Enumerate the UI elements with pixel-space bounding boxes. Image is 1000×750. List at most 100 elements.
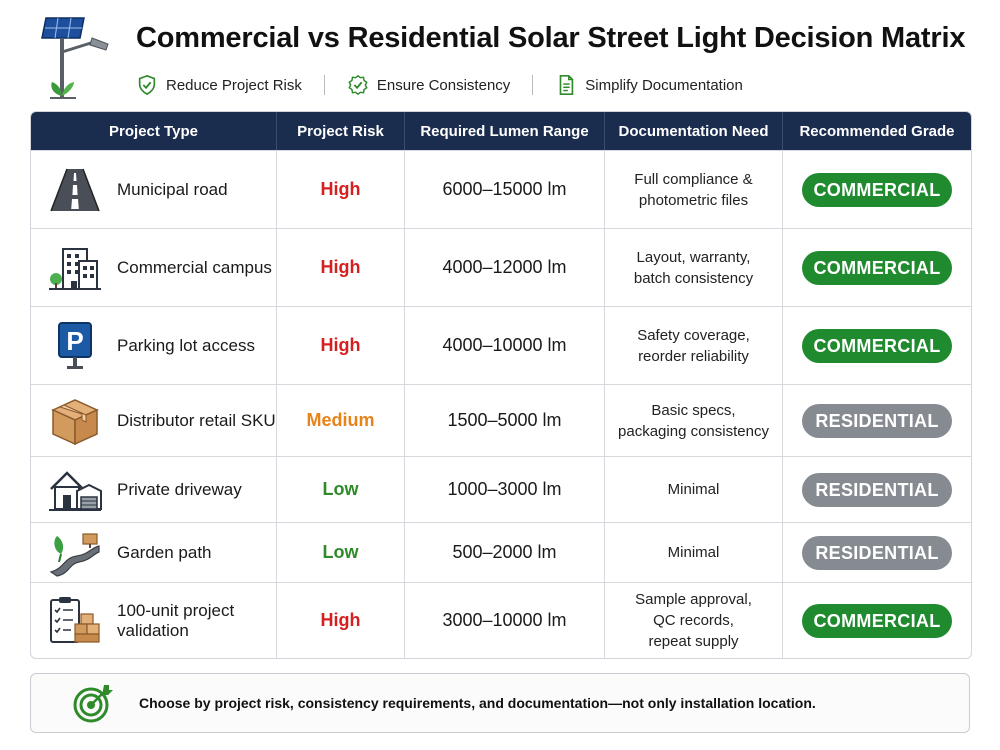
cell-lumen-range: 1500–5000 lm bbox=[405, 384, 605, 456]
cell-documentation: Layout, warranty, batch consistency bbox=[605, 228, 783, 306]
target-icon bbox=[73, 685, 113, 723]
column-header-grade: Recommended Grade bbox=[783, 112, 971, 150]
table-row: P Parking lot access High 4000–10000 lm Safe… bbox=[31, 306, 971, 384]
cell-project-risk: High bbox=[277, 228, 405, 306]
grade-badge: COMMERCIAL bbox=[802, 328, 952, 363]
documentation-need: Layout, warranty, batch consistency bbox=[633, 248, 754, 287]
feature-consistency: Ensure Consistency bbox=[347, 74, 510, 96]
lumen-range: 4000–12000 lm bbox=[442, 257, 567, 277]
divider bbox=[532, 75, 534, 95]
cell-grade: RESIDENTIAL bbox=[783, 522, 971, 582]
cell-grade: RESIDENTIAL bbox=[783, 456, 971, 522]
feature-documentation: Simplify Documentation bbox=[555, 74, 743, 96]
risk-level: Low bbox=[322, 542, 359, 562]
risk-level: High bbox=[320, 257, 361, 277]
table-row: 100-unit project validation High 3000–10000… bbox=[31, 582, 971, 658]
cell-lumen-range: 1000–3000 lm bbox=[405, 456, 605, 522]
cell-lumen-range: 500–2000 lm bbox=[405, 522, 605, 582]
risk-level: Low bbox=[322, 479, 359, 499]
documentation-need: Basic specs, packaging consistency bbox=[618, 401, 769, 440]
decision-matrix-table: Project Type Project Risk Required Lumen… bbox=[30, 111, 972, 659]
lumen-range: 500–2000 lm bbox=[452, 542, 557, 562]
cell-project-type: 100-unit project validation bbox=[31, 582, 277, 658]
column-header-project-risk: Project Risk bbox=[277, 112, 405, 150]
table-row: Distributor retail SKU Medium 1500–5000 lm… bbox=[31, 384, 971, 456]
grade-badge: COMMERCIAL bbox=[802, 250, 952, 285]
documentation-need: Safety coverage, reorder reliability bbox=[637, 326, 750, 365]
shield-check-icon bbox=[138, 74, 156, 96]
page-title: Commercial vs Residential Solar Street L… bbox=[136, 22, 966, 54]
cell-project-risk: Medium bbox=[277, 384, 405, 456]
cell-project-risk: High bbox=[277, 582, 405, 658]
documentation-need: Minimal bbox=[667, 481, 720, 498]
feature-label: Simplify Documentation bbox=[585, 76, 743, 94]
table-row: Private driveway Low 1000–3000 lm Minimal RE… bbox=[31, 456, 971, 522]
lumen-range: 6000–15000 lm bbox=[442, 179, 567, 199]
cell-project-type: P Parking lot access bbox=[31, 306, 277, 384]
cell-lumen-range: 4000–10000 lm bbox=[405, 306, 605, 384]
cell-documentation: Minimal bbox=[605, 456, 783, 522]
road-icon bbox=[45, 164, 105, 216]
cell-documentation: Full compliance & photometric files bbox=[605, 150, 783, 228]
grade-badge: RESIDENTIAL bbox=[802, 535, 952, 570]
cell-lumen-range: 4000–12000 lm bbox=[405, 228, 605, 306]
divider bbox=[323, 75, 325, 95]
table-header-row: Project Type Project Risk Required Lumen… bbox=[31, 112, 971, 150]
parking-sign-icon: P bbox=[45, 320, 105, 372]
feature-reduce-risk: Reduce Project Risk bbox=[136, 74, 302, 96]
grade-badge: COMMERCIAL bbox=[802, 603, 952, 638]
project-type-label: Private driveway bbox=[117, 479, 242, 499]
footer-note: Choose by project risk, consistency requ… bbox=[139, 695, 816, 711]
garden-path-icon bbox=[45, 527, 105, 579]
cell-lumen-range: 6000–15000 lm bbox=[405, 150, 605, 228]
grade-badge: COMMERCIAL bbox=[802, 172, 952, 207]
feature-bar: Reduce Project Risk Ensure Consistency S… bbox=[136, 72, 743, 98]
documentation-need: Full compliance & photometric files bbox=[634, 170, 753, 209]
cell-documentation: Sample approval, QC records, repeat supply bbox=[605, 582, 783, 658]
table-row: Municipal road High 6000–15000 lm Full comp… bbox=[31, 150, 971, 228]
cell-documentation: Safety coverage, reorder reliability bbox=[605, 306, 783, 384]
column-header-documentation: Documentation Need bbox=[605, 112, 783, 150]
svg-text:P: P bbox=[66, 326, 83, 356]
cell-documentation: Minimal bbox=[605, 522, 783, 582]
project-type-label: Parking lot access bbox=[117, 335, 255, 355]
lumen-range: 3000–10000 lm bbox=[442, 610, 567, 630]
cell-project-risk: Low bbox=[277, 522, 405, 582]
project-type-label: Distributor retail SKU bbox=[117, 410, 276, 430]
documentation-need: Minimal bbox=[667, 544, 720, 561]
risk-level: High bbox=[320, 335, 361, 355]
cell-project-risk: High bbox=[277, 150, 405, 228]
cell-grade: COMMERCIAL bbox=[783, 582, 971, 658]
project-type-label: 100-unit project validation bbox=[117, 600, 235, 640]
cell-grade: COMMERCIAL bbox=[783, 228, 971, 306]
cell-project-type: Municipal road bbox=[31, 150, 277, 228]
documentation-need: Sample approval, QC records, repeat supply bbox=[635, 591, 752, 650]
lumen-range: 4000–10000 lm bbox=[442, 335, 567, 355]
cell-grade: RESIDENTIAL bbox=[783, 384, 971, 456]
project-type-label: Garden path bbox=[117, 542, 212, 562]
house-garage-icon bbox=[45, 464, 105, 516]
cell-project-type: Private driveway bbox=[31, 456, 277, 522]
solar-street-light-logo bbox=[40, 12, 120, 104]
box-icon bbox=[45, 395, 105, 447]
project-type-label: Commercial campus bbox=[117, 257, 272, 277]
risk-level: Medium bbox=[306, 410, 375, 430]
cell-grade: COMMERCIAL bbox=[783, 150, 971, 228]
cell-project-type: Garden path bbox=[31, 522, 277, 582]
table-row: Garden path Low 500–2000 lm Minimal RESIDENT… bbox=[31, 522, 971, 582]
risk-level: High bbox=[320, 179, 361, 199]
column-header-lumen-range: Required Lumen Range bbox=[405, 112, 605, 150]
column-header-project-type: Project Type bbox=[31, 112, 277, 150]
cell-project-type: Distributor retail SKU bbox=[31, 384, 277, 456]
project-type-label: Municipal road bbox=[117, 179, 228, 199]
cell-project-risk: High bbox=[277, 306, 405, 384]
cell-documentation: Basic specs, packaging consistency bbox=[605, 384, 783, 456]
table-row: Commercial campus High 4000–12000 lm Layout… bbox=[31, 228, 971, 306]
cell-project-type: Commercial campus bbox=[31, 228, 277, 306]
feature-label: Ensure Consistency bbox=[376, 76, 511, 94]
building-icon bbox=[45, 242, 105, 294]
cell-lumen-range: 3000–10000 lm bbox=[405, 582, 605, 658]
grade-badge: RESIDENTIAL bbox=[802, 472, 952, 507]
grade-badge: RESIDENTIAL bbox=[802, 403, 952, 438]
cell-grade: COMMERCIAL bbox=[783, 306, 971, 384]
